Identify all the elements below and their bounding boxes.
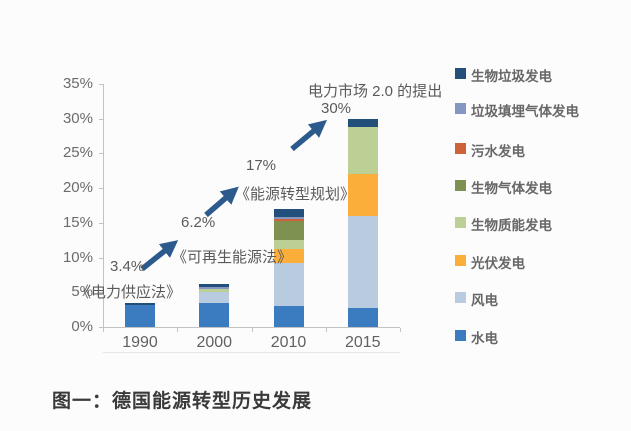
bar-segment-2015-生物垃圾发电 [347, 118, 378, 128]
x-category-label: 1990 [122, 334, 158, 351]
y-tick-mark [99, 84, 103, 85]
x-tick-mark [177, 328, 179, 332]
bar-segment-2000-风电 [199, 291, 230, 303]
arrow-2010-2015 [290, 119, 327, 152]
annotation-pct-2010: 17% [246, 157, 277, 174]
annotation-law-2000: 《可再生能源法》 [172, 249, 293, 266]
annotation-pct-2015: 30% [321, 100, 352, 117]
bar-segment-2015-风电 [347, 215, 378, 309]
legend-label-风电: 风电 [471, 293, 498, 308]
x-axis-baseline [103, 327, 400, 328]
x-category-label: 2010 [270, 334, 307, 351]
x-axis-subline [103, 352, 400, 353]
arrow-2000-2010 [204, 186, 239, 218]
bar-segment-2015-生物质能发电 [347, 127, 378, 175]
legend-swatch-垃圾填埋气体发电 [455, 103, 466, 114]
x-tick-mark [400, 328, 401, 332]
legend-label-光伏发电: 光伏发电 [471, 256, 525, 271]
x-tick-mark [325, 328, 327, 332]
bar-segment-2000-垃圾填埋气体发电 [199, 286, 230, 289]
bar-segment-2010-生物气体发电 [273, 221, 304, 240]
legend-swatch-生物垃圾发电 [455, 68, 466, 79]
x-tick-mark [251, 328, 253, 332]
x-tick-mark [103, 328, 104, 332]
y-tick-label: 25% [62, 144, 93, 162]
bar-segment-1990-水电 [125, 305, 156, 327]
y-tick-mark [99, 118, 103, 120]
bar-segment-2000-水电 [199, 302, 230, 327]
x-category-label: 2015 [344, 334, 381, 351]
y-tick-mark [99, 257, 103, 259]
bar-segment-2010-污水发电 [273, 219, 304, 222]
bar-segment-2010-生物垃圾发电 [273, 208, 304, 218]
legend-swatch-水电 [455, 330, 466, 341]
legend-label-垃圾填埋气体发电: 垃圾填埋气体发电 [471, 104, 579, 119]
annotation-pct-1990: 3.4% [110, 258, 145, 275]
figure-caption: 图一：德国能源转型历史发展 [52, 391, 313, 412]
bar-segment-2010-生物质能发电 [273, 239, 304, 250]
legend-swatch-生物质能发电 [455, 217, 466, 228]
legend-label-污水发电: 污水发电 [471, 144, 525, 159]
annotation-law-2010: 《能源转型规划》 [235, 186, 356, 203]
legend-label-水电: 水电 [471, 331, 498, 346]
y-tick-mark [99, 153, 103, 155]
bar-segment-2010-风电 [273, 263, 304, 307]
legend-label-生物垃圾发电: 生物垃圾发电 [471, 69, 552, 84]
legend-swatch-污水发电 [455, 143, 466, 154]
bar-segment-1990-生物垃圾发电 [125, 303, 156, 306]
legend-swatch-光伏发电 [455, 255, 466, 266]
y-tick-label: 30% [62, 109, 93, 127]
y-tick-label: 35% [62, 75, 93, 92]
y-tick-label: 5% [71, 283, 93, 301]
annotation-law-1990: 《电力供应法》 [76, 284, 182, 301]
y-tick-label: 10% [62, 248, 93, 266]
y-tick-label: 20% [62, 179, 93, 197]
y-axis-line [103, 84, 104, 327]
x-category-label: 2000 [196, 334, 233, 351]
legend-swatch-生物气体发电 [455, 180, 466, 191]
y-tick-mark [99, 327, 103, 328]
legend-label-生物质能发电: 生物质能发电 [471, 218, 552, 233]
y-tick-mark [99, 222, 103, 224]
bar-segment-2010-水电 [273, 306, 304, 327]
legend-label-生物气体发电: 生物气体发电 [471, 181, 552, 196]
y-tick-mark [99, 292, 103, 294]
annotation-pct-2000: 6.2% [181, 214, 216, 231]
bar-segment-2000-生物质能发电 [199, 288, 230, 292]
y-tick-mark [99, 188, 103, 190]
annotation-law-2015: 电力市场 2.0 的提出 [308, 83, 443, 100]
bar-segment-2015-水电 [347, 308, 378, 327]
bar-segment-2000-生物垃圾发电 [199, 283, 230, 287]
y-tick-label: 0% [71, 318, 93, 335]
bar-segment-2015-光伏发电 [347, 174, 378, 216]
arrow-1990-2000 [140, 240, 179, 272]
bar-segment-2010-垃圾填埋气体发电 [273, 217, 304, 220]
y-tick-label: 15% [62, 213, 93, 231]
bar-segment-2010-光伏发电 [273, 249, 304, 264]
legend-swatch-风电 [455, 292, 466, 303]
